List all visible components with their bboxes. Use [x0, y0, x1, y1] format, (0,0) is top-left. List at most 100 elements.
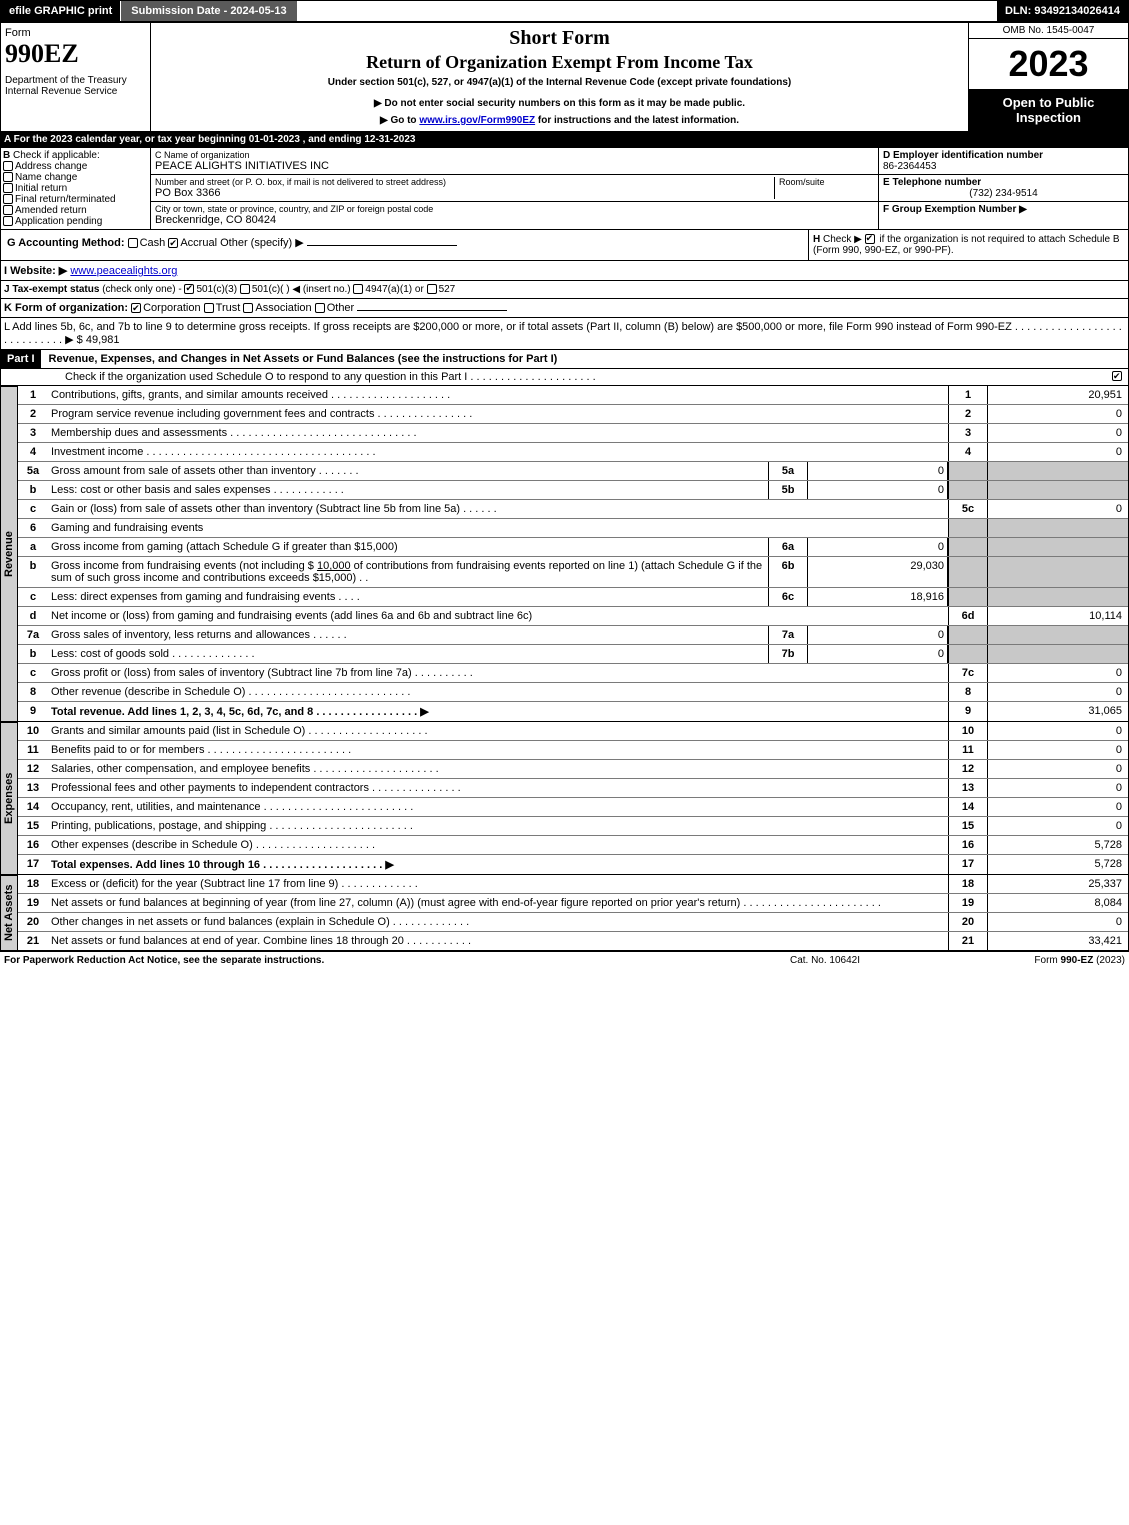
- l-text: L Add lines 5b, 6c, and 7b to line 9 to …: [4, 321, 1122, 346]
- checkbox-527[interactable]: [427, 284, 437, 294]
- l7c-num: c: [18, 664, 48, 682]
- goto-pre: ▶ Go to: [380, 115, 419, 126]
- l5c-val: 0: [988, 500, 1128, 518]
- l8-col: 8: [948, 683, 988, 701]
- l6b-sn: 6b: [768, 557, 808, 587]
- l5b-grey: [948, 481, 988, 499]
- l8-desc: Other revenue (describe in Schedule O) .…: [48, 683, 948, 701]
- line-l: L Add lines 5b, 6c, and 7b to line 9 to …: [0, 318, 1129, 350]
- l6b-grey: [948, 557, 988, 587]
- j-o4: 527: [439, 284, 456, 295]
- k-o1: Corporation: [143, 302, 200, 314]
- l14-num: 14: [18, 798, 48, 816]
- checkbox-4947[interactable]: [353, 284, 363, 294]
- street-label: Number and street (or P. O. box, if mail…: [155, 177, 774, 187]
- g-cash: Cash: [140, 237, 166, 249]
- netassets-section: Net Assets 18Excess or (deficit) for the…: [0, 875, 1129, 951]
- l9-col: 9: [948, 702, 988, 721]
- part1-header-row: Part I Revenue, Expenses, and Changes in…: [0, 350, 1129, 369]
- form-title: Short Form: [155, 27, 964, 50]
- checkbox-final-return[interactable]: [3, 194, 13, 204]
- l4-num: 4: [18, 443, 48, 461]
- l17-col: 17: [948, 855, 988, 874]
- checkbox-501c3[interactable]: [184, 284, 194, 294]
- l5b-desc: Less: cost or other basis and sales expe…: [48, 481, 768, 499]
- box-e: E Telephone number (732) 234-9514: [879, 175, 1128, 202]
- l7c-desc: Gross profit or (loss) from sales of inv…: [48, 664, 948, 682]
- l10-num: 10: [18, 722, 48, 740]
- h-pre: Check ▶: [823, 234, 865, 245]
- form-right-col: OMB No. 1545-0047 2023 Open to Public In…: [968, 23, 1128, 131]
- submission-date: Submission Date - 2024-05-13: [121, 1, 296, 21]
- line-6: 6Gaming and fundraising events: [18, 519, 1128, 538]
- checkbox-name-change[interactable]: [3, 172, 13, 182]
- checkbox-initial-return[interactable]: [3, 183, 13, 193]
- line-3: 3Membership dues and assessments . . . .…: [18, 424, 1128, 443]
- checkbox-trust[interactable]: [204, 303, 214, 313]
- line-14: 14Occupancy, rent, utilities, and mainte…: [18, 798, 1128, 817]
- line-20: 20Other changes in net assets or fund ba…: [18, 913, 1128, 932]
- checkbox-amended-return[interactable]: [3, 205, 13, 215]
- checkbox-corporation[interactable]: [131, 303, 141, 313]
- ssn-warning: ▶ Do not enter social security numbers o…: [155, 98, 964, 109]
- l1-desc: Contributions, gifts, grants, and simila…: [48, 386, 948, 404]
- l10-desc: Grants and similar amounts paid (list in…: [48, 722, 948, 740]
- l6d-desc: Net income or (loss) from gaming and fun…: [48, 607, 948, 625]
- k-other-blank[interactable]: [357, 310, 507, 311]
- l6b-greyval: [988, 557, 1128, 587]
- revenue-section: Revenue 1Contributions, gifts, grants, a…: [0, 386, 1129, 722]
- line-j: J Tax-exempt status (check only one) - 5…: [0, 281, 1129, 299]
- l11-val: 0: [988, 741, 1128, 759]
- l5a-greyval: [988, 462, 1128, 480]
- checkbox-501c[interactable]: [240, 284, 250, 294]
- l1-num: 1: [18, 386, 48, 404]
- l6a-desc: Gross income from gaming (attach Schedul…: [48, 538, 768, 556]
- box-c: C Name of organization PEACE ALIGHTS INI…: [151, 148, 878, 229]
- checkbox-schedule-b[interactable]: [865, 234, 875, 244]
- l12-val: 0: [988, 760, 1128, 778]
- j-o3: 4947(a)(1) or: [365, 284, 423, 295]
- l7b-sn: 7b: [768, 645, 808, 663]
- line-12: 12Salaries, other compensation, and empl…: [18, 760, 1128, 779]
- checkbox-other-org[interactable]: [315, 303, 325, 313]
- goto-link[interactable]: www.irs.gov/Form990EZ: [419, 115, 535, 126]
- l6a-sn: 6a: [768, 538, 808, 556]
- footer-right-post: (2023): [1093, 955, 1125, 966]
- phone-value: (732) 234-9514: [883, 188, 1124, 199]
- l20-col: 20: [948, 913, 988, 931]
- l18-val: 25,337: [988, 875, 1128, 893]
- checkbox-address-change[interactable]: [3, 161, 13, 171]
- l6b-num: b: [18, 557, 48, 587]
- part1-label: Part I: [1, 350, 41, 368]
- l19-val: 8,084: [988, 894, 1128, 912]
- checkbox-application-pending[interactable]: [3, 216, 13, 226]
- opt-application-pending: Application pending: [15, 216, 102, 227]
- g-other-blank[interactable]: [307, 245, 457, 246]
- l5b-greyval: [988, 481, 1128, 499]
- line-10: 10Grants and similar amounts paid (list …: [18, 722, 1128, 741]
- line-7b: bLess: cost of goods sold . . . . . . . …: [18, 645, 1128, 664]
- checkbox-cash[interactable]: [128, 238, 138, 248]
- checkbox-accrual[interactable]: [168, 238, 178, 248]
- opt-initial-return: Initial return: [15, 183, 67, 194]
- checkbox-association[interactable]: [243, 303, 253, 313]
- line-5a: 5aGross amount from sale of assets other…: [18, 462, 1128, 481]
- line-1: 1Contributions, gifts, grants, and simil…: [18, 386, 1128, 405]
- l15-num: 15: [18, 817, 48, 835]
- l17-val: 5,728: [988, 855, 1128, 874]
- box-f: F Group Exemption Number ▶: [879, 202, 1128, 217]
- efile-print-button[interactable]: efile GRAPHIC print: [1, 1, 121, 21]
- row-gh: G Accounting Method: Cash Accrual Other …: [0, 230, 1129, 261]
- footer-right-pre: Form: [1034, 955, 1060, 966]
- k-label: K Form of organization:: [4, 302, 128, 314]
- l17-num: 17: [18, 855, 48, 874]
- l2-desc: Program service revenue including govern…: [48, 405, 948, 423]
- checkbox-schedule-o-part1[interactable]: [1112, 371, 1122, 381]
- website-link[interactable]: www.peacealights.org: [70, 265, 177, 277]
- line-5c: cGain or (loss) from sale of assets othe…: [18, 500, 1128, 519]
- l15-val: 0: [988, 817, 1128, 835]
- city-value: Breckenridge, CO 80424: [155, 214, 433, 226]
- org-name-row: C Name of organization PEACE ALIGHTS INI…: [151, 148, 878, 175]
- line-5b: bLess: cost or other basis and sales exp…: [18, 481, 1128, 500]
- l2-col: 2: [948, 405, 988, 423]
